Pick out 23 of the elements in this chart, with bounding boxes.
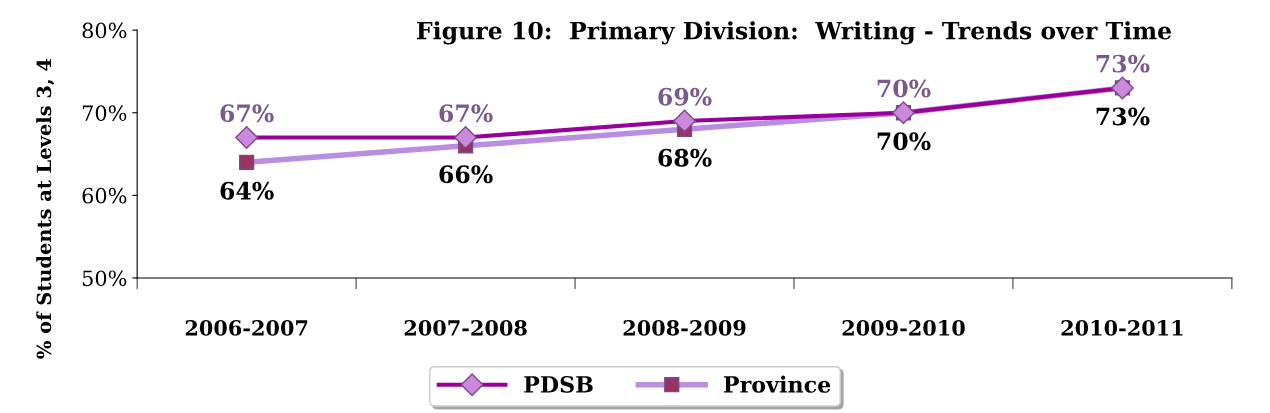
legend-label: Province (723, 375, 831, 393)
data-label: 70% (877, 79, 931, 98)
data-label: 67% (220, 104, 274, 123)
data-label: 69% (658, 87, 712, 106)
y-tick-label: 50% (82, 270, 127, 287)
data-label: 64% (220, 181, 274, 200)
legend-label: PDSB (524, 376, 593, 393)
data-label: 67% (439, 104, 493, 123)
x-tick-label: 2009-2010 (842, 319, 965, 336)
x-tick-label: 2006-2007 (185, 319, 308, 336)
x-tick-label: 2007-2008 (404, 319, 527, 336)
y-tick-label: 60% (82, 187, 127, 204)
chart-title: Figure 10: Primary Division: Writing - Trends over Time (416, 21, 1172, 45)
y-axis-title: % of Students at Levels 3, 4 (36, 58, 55, 359)
x-tick-label: 2008-2009 (623, 319, 746, 336)
y-tick-label: 70% (82, 105, 127, 121)
data-label: 66% (439, 165, 493, 184)
data-label: 70% (877, 132, 931, 151)
y-tick-label: 80% (82, 22, 127, 39)
x-tick-label: 2010-2011 (1061, 319, 1183, 336)
data-label: 73% (1096, 107, 1150, 126)
data-label: 68% (658, 148, 712, 167)
data-label: 73% (1096, 54, 1150, 73)
